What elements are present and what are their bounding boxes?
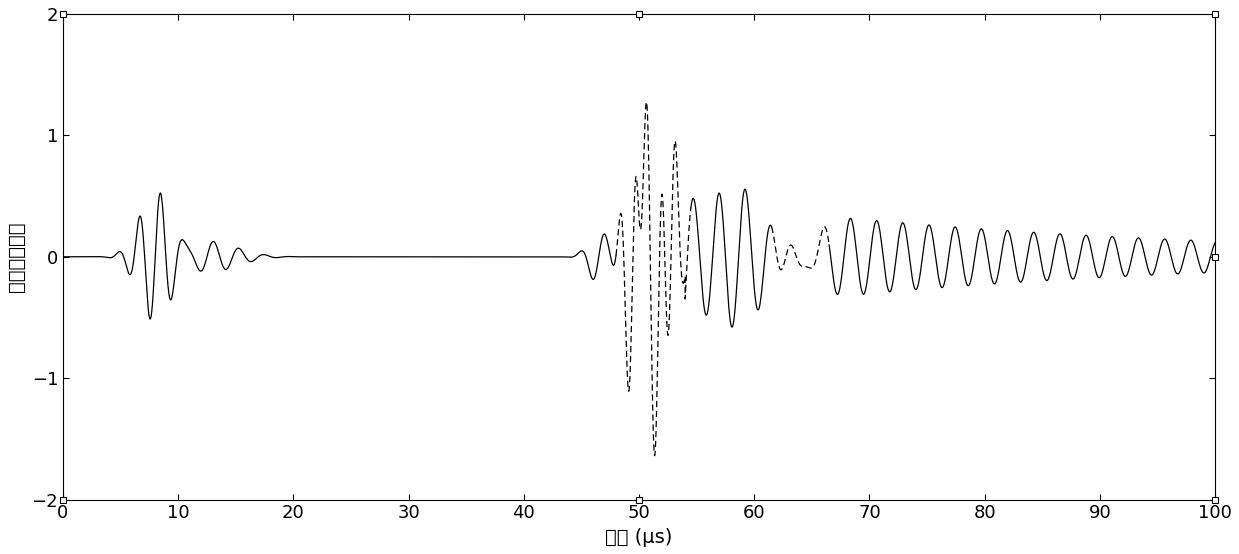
X-axis label: 时间 (μs): 时间 (μs) bbox=[606, 528, 673, 547]
Y-axis label: 光声时域信号: 光声时域信号 bbox=[7, 222, 26, 292]
